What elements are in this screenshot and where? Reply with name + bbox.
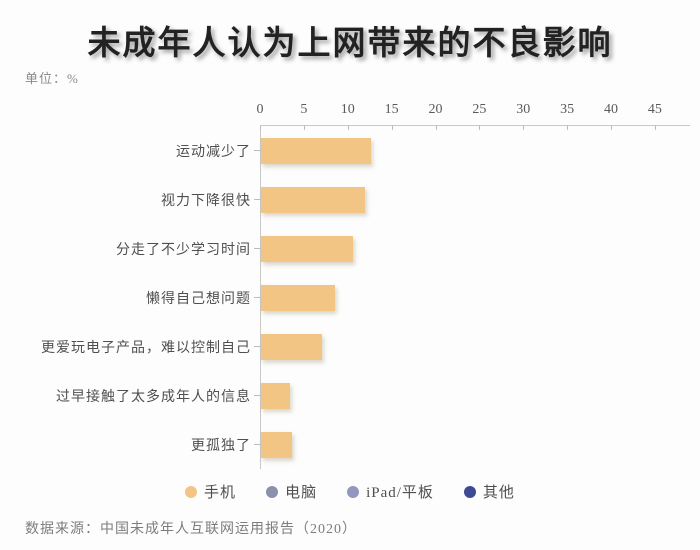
bar-row (261, 273, 690, 322)
category-label: 更孤独了 (191, 438, 251, 454)
bar (261, 137, 372, 164)
legend-item: iPad/平板 (347, 481, 434, 502)
bar (261, 431, 292, 458)
x-axis-tick-mark (567, 125, 569, 130)
x-axis-tick-label: 35 (560, 102, 575, 117)
category-label-cell: 懒得自己想问题 (0, 273, 260, 322)
legend: 手机 电脑 iPad/平板 其他 (0, 481, 700, 502)
category-label: 懒得自己想问题 (146, 291, 251, 307)
x-axis-tick-mark (435, 125, 437, 130)
category-labels: 运动减少了视力下降很快分走了不少学习时间懒得自己想问题更爱玩电子产品，难以控制自… (0, 126, 260, 469)
y-axis-tick-mark (254, 297, 260, 298)
x-axis-tick-mark (479, 125, 481, 130)
legend-label: 电脑 (285, 485, 318, 501)
category-label-cell: 运动减少了 (0, 126, 260, 175)
x-axis-tick-label: 15 (384, 102, 399, 117)
legend-dot-icon (347, 485, 360, 498)
x-axis-tick-mark (260, 125, 261, 130)
y-axis-tick-mark (254, 444, 260, 445)
x-axis-tick-mark (391, 125, 393, 130)
x-axis-tick-label: 40 (604, 102, 619, 117)
category-label-cell: 更孤独了 (0, 420, 260, 469)
category-label-cell: 分走了不少学习时间 (0, 224, 260, 273)
x-axis-tick-mark (347, 125, 349, 130)
x-axis-tick-label: 30 (516, 102, 531, 117)
y-axis-tick-mark (254, 248, 260, 249)
category-label-cell: 过早接触了太多成年人的信息 (0, 371, 260, 420)
bar (261, 186, 366, 213)
legend-dot-icon (266, 485, 279, 498)
bar-row (261, 126, 690, 175)
legend-item: 手机 (185, 481, 236, 502)
plot-area (260, 126, 690, 469)
bar-row (261, 175, 690, 224)
x-axis-tick-label: 10 (340, 102, 355, 117)
y-axis-tick-mark (254, 346, 260, 347)
bar-row (261, 371, 690, 420)
bar-row (261, 224, 690, 273)
bar-row (261, 322, 690, 371)
axis-spacer (0, 99, 260, 125)
category-label: 过早接触了太多成年人的信息 (56, 389, 251, 405)
x-axis-tick-label: 45 (647, 102, 662, 117)
x-axis: 0 5 10 15 20 25 30 35 40 45 (256, 99, 690, 130)
category-label: 分走了不少学习时间 (116, 242, 251, 258)
x-axis-tick-label: 0 (256, 102, 264, 117)
legend-label: 其他 (482, 485, 515, 501)
unit-label: 单位：% (25, 71, 79, 86)
category-label-cell: 视力下降很快 (0, 175, 260, 224)
legend-label: iPad/平板 (366, 485, 434, 501)
bar (261, 333, 323, 360)
legend-label: 手机 (204, 485, 237, 501)
x-axis-tick-label: 5 (300, 102, 308, 117)
bar (261, 235, 353, 262)
legend-dot-icon (463, 485, 476, 498)
category-label: 运动减少了 (176, 144, 251, 160)
data-source-note: 数据来源：中国未成年人互联网运用报告（2020） (25, 522, 357, 537)
category-label-cell: 更爱玩电子产品，难以控制自己 (0, 322, 260, 371)
x-axis-tick-label: 25 (472, 102, 487, 117)
category-label: 更爱玩电子产品，难以控制自己 (41, 340, 251, 356)
x-axis-tick-mark (611, 125, 613, 130)
chart-title: 未成年人认为上网带来的不良影响 (87, 26, 613, 62)
x-axis-tick-mark (523, 125, 525, 130)
legend-dot-icon (185, 485, 198, 498)
x-axis-tick-mark (654, 125, 656, 130)
y-axis-tick-mark (254, 199, 260, 200)
bar-row (261, 420, 690, 469)
bar (261, 382, 290, 409)
legend-item: 其他 (463, 481, 515, 502)
x-axis-tick-mark (303, 125, 305, 130)
bar (261, 284, 336, 311)
category-label: 视力下降很快 (161, 193, 251, 209)
y-axis-tick-mark (254, 150, 260, 151)
legend-item: 电脑 (266, 481, 317, 502)
x-axis-tick-label: 20 (428, 102, 443, 117)
y-axis-tick-mark (254, 395, 260, 396)
bar-chart: 0 5 10 15 20 25 30 35 40 45 运动减少了视力下降很快分走了不少学习时间懒… (0, 99, 690, 469)
